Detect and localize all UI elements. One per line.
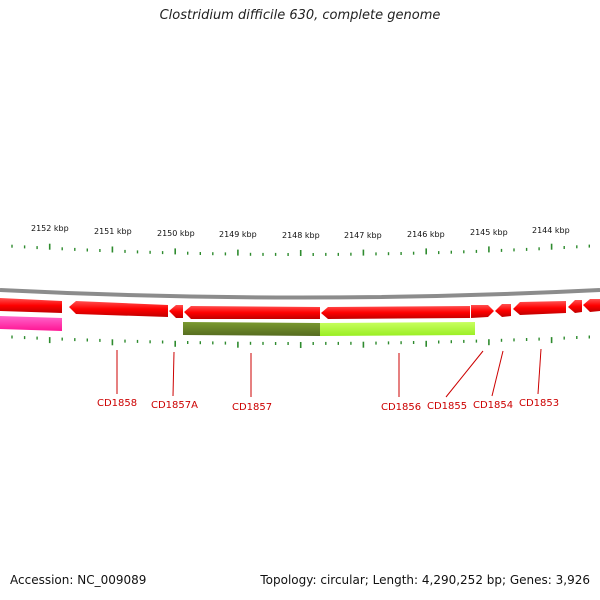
genome-info-text: Topology: circular; Length: 4,290,252 bp… xyxy=(260,573,590,587)
kbp-label: 2149 kbp xyxy=(219,230,257,239)
kbp-label: 2146 kbp xyxy=(407,230,445,239)
gene-track xyxy=(0,298,600,319)
kbp-label: 2148 kbp xyxy=(282,231,320,240)
gene-arrow[interactable] xyxy=(184,306,320,319)
gene-arrow[interactable] xyxy=(471,305,494,318)
gene-label[interactable]: CD1857 xyxy=(232,402,272,413)
kbp-label: 2145 kbp xyxy=(470,228,508,237)
backbone-arc xyxy=(0,288,600,300)
gene-labels: CD1858 CD1857A CD1857 CD1856 CD1855 CD18… xyxy=(97,398,559,413)
magenta-feature[interactable] xyxy=(0,316,62,331)
gene-arrow[interactable] xyxy=(69,301,168,317)
gene-arrow[interactable] xyxy=(321,306,470,319)
kbp-label: 2144 kbp xyxy=(532,226,570,235)
gene-arrow[interactable] xyxy=(169,305,183,318)
gene-label[interactable]: CD1858 xyxy=(97,398,137,409)
gene-arrow[interactable] xyxy=(0,298,62,313)
light-green-feature[interactable] xyxy=(320,322,475,336)
gene-arrow[interactable] xyxy=(583,299,600,312)
gene-arrow[interactable] xyxy=(568,300,582,313)
inner-tick-row xyxy=(11,335,590,348)
kbp-label: 2152 kbp xyxy=(31,224,69,233)
gene-label[interactable]: CD1856 xyxy=(381,402,421,413)
gene-label[interactable]: CD1855 xyxy=(427,401,467,412)
dark-green-feature[interactable] xyxy=(183,322,320,336)
label-leaders xyxy=(116,348,542,398)
kbp-label: 2150 kbp xyxy=(157,229,195,238)
feature-track xyxy=(0,316,475,336)
kbp-labels: 2152 kbp 2151 kbp 2150 kbp 2149 kbp 2148… xyxy=(31,224,570,240)
gene-label[interactable]: CD1853 xyxy=(519,398,559,409)
gene-arrow[interactable] xyxy=(513,301,566,315)
accession-text: Accession: NC_009089 xyxy=(10,573,147,587)
kbp-label: 2151 kbp xyxy=(94,227,132,236)
gene-label[interactable]: CD1854 xyxy=(473,400,513,411)
gene-label[interactable]: CD1857A xyxy=(151,400,198,411)
outer-tick-row xyxy=(11,243,590,256)
kbp-label: 2147 kbp xyxy=(344,231,382,240)
gene-arrow[interactable] xyxy=(495,304,511,317)
map-title: Clostridium difficile 630, complete geno… xyxy=(159,8,441,23)
